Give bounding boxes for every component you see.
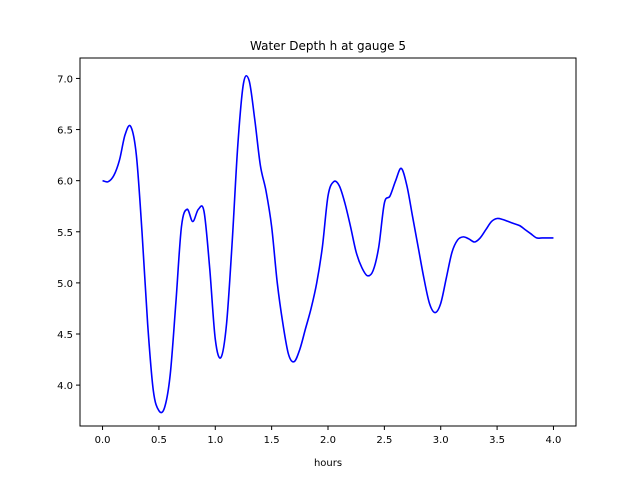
y-tick-label: 4.0 xyxy=(57,381,73,392)
x-tick-label: 2.5 xyxy=(376,435,392,446)
x-axis: 0.0 0.5 1.0 1.5 2.0 2.5 3.0 3.5 4.0 xyxy=(95,426,562,446)
x-tick-label: 0.0 xyxy=(95,435,111,446)
x-tick-label: 4.0 xyxy=(546,435,562,446)
x-tick-label: 2.0 xyxy=(320,435,336,446)
x-axis-label: hours xyxy=(314,458,342,469)
x-tick-label: 3.5 xyxy=(489,435,505,446)
y-tick-label: 6.5 xyxy=(57,126,73,137)
y-tick-label: 6.0 xyxy=(57,177,73,188)
y-axis: 4.0 4.5 5.0 5.5 6.0 6.5 7.0 xyxy=(57,74,80,392)
plot-area xyxy=(102,74,554,414)
series-line xyxy=(102,74,554,414)
y-tick-label: 7.0 xyxy=(57,74,73,85)
y-tick-label: 4.5 xyxy=(57,330,73,341)
x-tick-label: 1.0 xyxy=(207,435,223,446)
x-tick-label: 1.5 xyxy=(264,435,280,446)
x-tick-label: 0.5 xyxy=(151,435,167,446)
y-tick-label: 5.5 xyxy=(57,228,73,239)
x-tick-label: 3.0 xyxy=(433,435,449,446)
chart-title: Water Depth h at gauge 5 xyxy=(250,39,406,53)
y-tick-label: 5.0 xyxy=(57,279,73,290)
